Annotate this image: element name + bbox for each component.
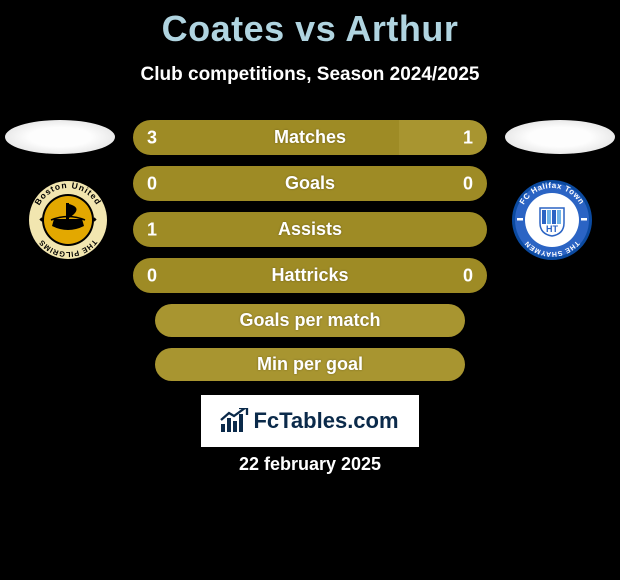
- fctables-label: FcTables.com: [253, 408, 398, 434]
- stat-label: Goals: [285, 173, 335, 194]
- fctables-icon: [221, 410, 247, 432]
- stat-row-assists: 1 Assists: [133, 212, 487, 247]
- stat-label: Goals per match: [239, 310, 380, 331]
- fctables-watermark: FcTables.com: [201, 395, 419, 447]
- stat-label: Min per goal: [257, 354, 363, 375]
- stat-row-min-per-goal: Min per goal: [155, 348, 465, 381]
- club-badge-boston-united: Boston United THE PILGRIMS: [18, 178, 118, 263]
- player-avatar-placeholder-right: [505, 120, 615, 154]
- stat-value-right: 0: [463, 265, 473, 286]
- stat-row-goals-per-match: Goals per match: [155, 304, 465, 337]
- stat-row-matches: 3 1 Matches: [133, 120, 487, 155]
- stat-value-left: 3: [147, 127, 157, 148]
- club-badge-fc-halifax-town: FC Halifax Town THE SHAYMEN HT: [502, 178, 602, 263]
- stat-value-left: 1: [147, 219, 157, 240]
- player-avatar-placeholder-left: [5, 120, 115, 154]
- stat-value-left: 0: [147, 173, 157, 194]
- stat-label: Hattricks: [271, 265, 348, 286]
- stat-value-right: 0: [463, 173, 473, 194]
- page-title: Coates vs Arthur: [0, 0, 620, 50]
- stat-label: Assists: [278, 219, 342, 240]
- stat-row-hattricks: 0 0 Hattricks: [133, 258, 487, 293]
- stats-column: 3 1 Matches 0 0 Goals 1 Assists 0 0 Hattricks Goals…: [133, 120, 487, 381]
- stat-label: Matches: [274, 127, 346, 148]
- stat-value-right: 1: [463, 127, 473, 148]
- stat-value-left: 0: [147, 265, 157, 286]
- date-label: 22 february 2025: [0, 454, 620, 475]
- page-subtitle: Club competitions, Season 2024/2025: [0, 64, 620, 86]
- stat-row-goals: 0 0 Goals: [133, 166, 487, 201]
- svg-text:HT: HT: [546, 224, 558, 234]
